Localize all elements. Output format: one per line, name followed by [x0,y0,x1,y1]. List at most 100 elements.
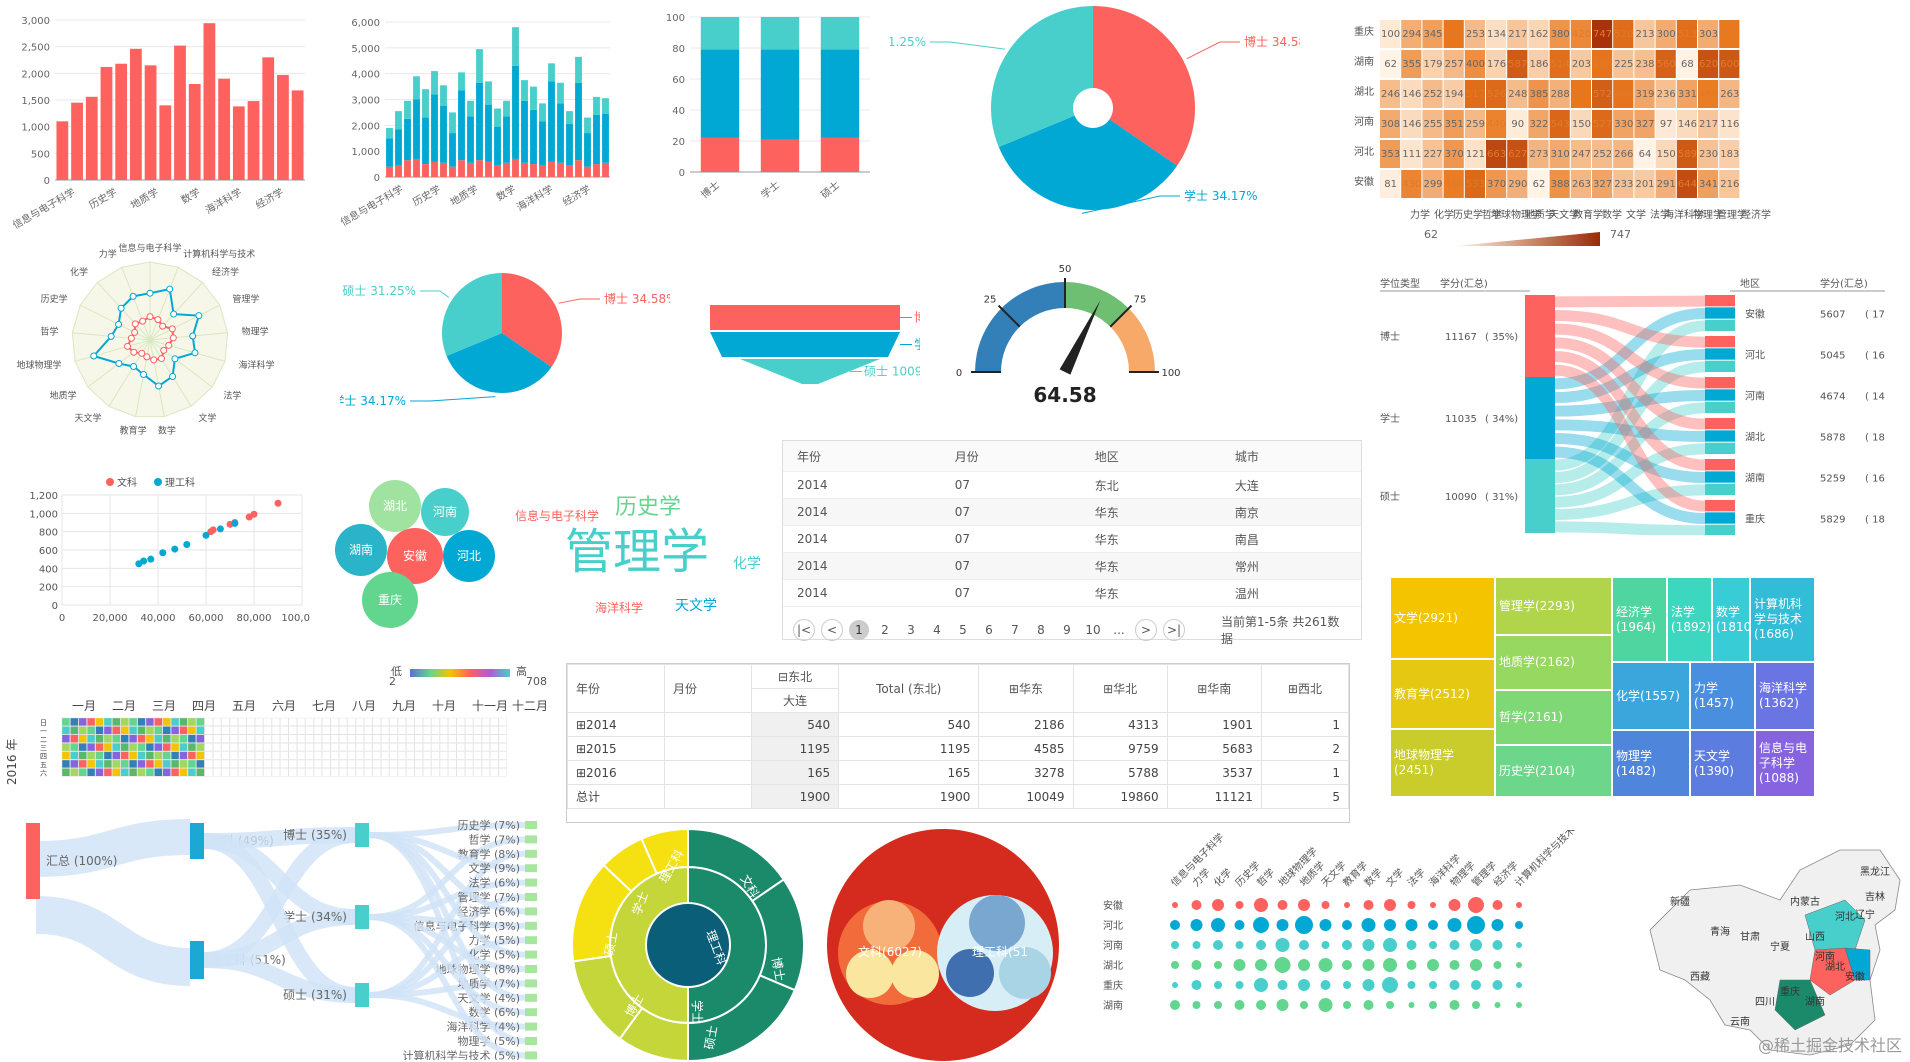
stacked-bar-chart: 0 1,000 2,000 3,000 4,000 5,000 6,000 信息与电子科学 历史… [338,18,610,229]
radar-point [165,341,173,349]
table-header[interactable]: 月份 [940,441,1081,472]
radar-point [146,313,154,321]
page-number-button[interactable]: ... [1113,623,1125,637]
dot-row-label: 湖北 [1103,960,1123,972]
calendar-day [397,734,407,743]
visual-map-max: 747 [1610,228,1631,241]
table-header[interactable]: 地区 [1080,441,1221,472]
heatmap-value: 162 [1529,29,1548,40]
calendar-day [170,751,180,760]
heatmap-cell [1698,110,1719,138]
calendar-day [414,768,423,777]
pivot-h-huadong[interactable]: ⊞华东 [978,664,1074,713]
pivot-h-dongbei[interactable]: ⊟东北 [750,664,840,689]
treemap-cell: 天文学(1390) [1690,730,1755,797]
prev-page-button[interactable]: < [821,619,843,641]
calendar-day [204,768,213,777]
calendar-day [456,717,465,727]
pivot-h-xibei[interactable]: ⊞西北 [1260,664,1349,713]
calendar-day [347,734,356,743]
first-page-button[interactable]: |< [793,619,815,641]
heatmap-cell [1634,110,1655,138]
x-tick-label: 40,000 [141,613,176,624]
heatmap-cell [1507,20,1528,48]
sankey-left-pct: ( 35%) [1485,332,1518,343]
table-cell: 常州 [1220,552,1361,580]
sankey-link [1554,349,1706,403]
province-label: 宁夏 [1770,940,1790,953]
heatmap-cell [1549,80,1570,108]
table-cell: 南京 [1220,498,1361,526]
dot [1321,901,1330,909]
page-number-button[interactable]: 4 [933,623,941,637]
calendar-day [448,717,457,727]
province-label: 湖南 [1805,995,1825,1008]
page-number-button[interactable]: 5 [959,623,967,637]
calendar-day [448,751,457,760]
table-header[interactable]: 年份 [783,441,941,472]
calendar-day [145,717,155,727]
last-page-button[interactable]: >| [1163,619,1185,641]
calendar-day [187,742,197,752]
bar [458,72,465,91]
calendar-day [120,726,129,735]
table-header[interactable]: 城市 [1220,441,1361,472]
heatmap-cell [1443,50,1464,78]
province-label: 黑龙江 [1860,865,1890,878]
page-number-button[interactable]: 8 [1037,623,1045,637]
page-number-button[interactable]: 10 [1085,623,1101,637]
bar [395,129,402,166]
page-number-button[interactable]: 3 [907,623,915,637]
next-page-button[interactable]: > [1135,619,1157,641]
calendar-day [103,717,113,727]
dot [1361,918,1376,932]
calendar-day [86,759,96,769]
heatmap-cell [1401,170,1422,198]
table-cell: 07 [940,552,1081,580]
dot [1235,901,1244,909]
dot [1172,902,1178,908]
heatmap-cell [1380,20,1401,48]
page-number-button[interactable]: 9 [1063,623,1071,637]
pivot-h-huanan[interactable]: ⊞华南 [1166,664,1262,713]
heatmap-col-label: 化学 [1434,208,1454,221]
pivot-h-dalian: 大连 [750,688,840,713]
calendar-day [221,742,230,752]
table-cell: 华东 [1080,498,1221,526]
calendar-month-label: 七月 [312,699,336,713]
heatmap-value: 146 [1678,119,1697,130]
calendar-weekday-label: 五 [40,761,47,769]
page-number-button[interactable]: 2 [881,623,889,637]
page-number-button[interactable]: 1 [849,620,869,640]
heatmap-cell [1507,110,1528,138]
sankey-link [1554,310,1706,348]
bar [395,165,402,177]
bar [700,137,740,172]
y-tick-label: 80 [672,44,685,55]
calendar-day [103,726,113,735]
calendar-day [112,742,121,752]
calendar-day [238,726,247,735]
dot [1277,900,1288,910]
calendar-day [221,717,230,727]
calendar-day [128,717,138,727]
bar [476,49,483,83]
calendar-day [112,726,121,735]
bar-chart-majors: 0 500 1,000 1,500 2,000 2,500 3,000 信息与电子科学 历史学地… [10,16,305,230]
heatmap-value: 179 [1423,59,1442,70]
calendar-day [238,742,247,752]
page-number-button[interactable]: 6 [985,623,993,637]
calendar-day [137,734,146,743]
sankey-link [1554,364,1706,512]
calendar-day [465,726,474,735]
heatmap-cell [1592,170,1613,198]
heatmap-cell [1443,170,1464,198]
calendar-day [330,768,339,777]
calendar-day [128,734,138,743]
word-cloud-word: 海洋科学 [595,600,643,615]
page-number-button[interactable]: 7 [1011,623,1019,637]
treemap-cell: 海洋科学(1362) [1755,662,1815,730]
calendar-day [246,742,255,752]
pivot-h-huabei[interactable]: ⊞华北 [1072,664,1168,713]
